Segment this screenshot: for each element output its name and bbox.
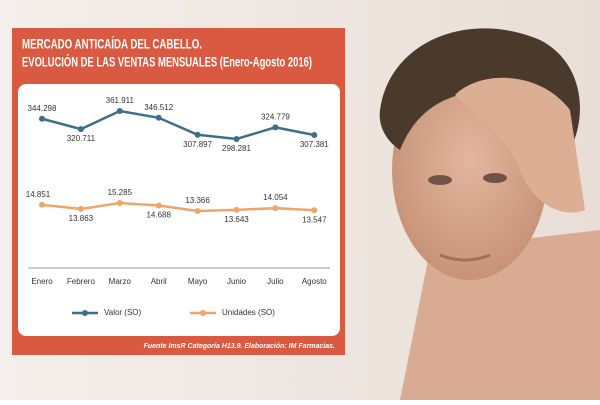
data-label: 324.779 — [261, 112, 290, 121]
data-point — [77, 126, 84, 133]
source-note: Fuente ImsR Categoría H13.9. Elaboración… — [144, 343, 335, 350]
photo-man — [379, 28, 600, 400]
data-label: 307.897 — [183, 140, 212, 149]
x-tick-label: Julio — [267, 277, 284, 286]
data-point — [39, 115, 45, 122]
x-tick-label: Marzo — [109, 277, 132, 286]
series-line — [41, 201, 315, 213]
plot-area — [18, 84, 340, 336]
data-label: 13.643 — [224, 215, 249, 224]
chart-title: MERCADO ANTICAÍDA DEL CABELLO. — [22, 36, 202, 52]
legend-label: Unidades (SO) — [222, 308, 275, 317]
data-label: 15.285 — [108, 188, 133, 197]
data-point — [311, 207, 318, 214]
data-label: 344.298 — [28, 104, 57, 113]
data-point — [311, 131, 318, 138]
data-label: 320.711 — [67, 134, 96, 143]
plot: Enero Febrero Marzo Abril Mayo Junio Julio Agos… — [26, 96, 330, 317]
data-point — [233, 206, 240, 213]
data-point — [77, 205, 84, 212]
data-label: 13.863 — [69, 214, 94, 223]
data-label: 14.054 — [263, 193, 288, 202]
x-tick-label: Abril — [151, 277, 167, 286]
data-point — [272, 124, 279, 131]
data-label: 13.366 — [185, 196, 210, 205]
data-label: 307.381 — [300, 140, 329, 149]
data-point — [155, 202, 162, 209]
data-point — [116, 200, 123, 206]
x-tick-label: Agosto — [302, 277, 327, 286]
data-point — [39, 201, 45, 208]
legend-marker — [82, 310, 88, 316]
chart-subtitle: EVOLUCIÓN DE LAS VENTAS MENSUALES (Enero… — [22, 53, 312, 70]
x-tick-label: Junio — [227, 277, 247, 286]
data-point — [194, 208, 201, 214]
legend-label: Valor (SO) — [104, 308, 142, 317]
x-tick-label: Febrero — [67, 277, 96, 286]
data-label: 14.851 — [26, 190, 51, 199]
legend-marker — [200, 310, 206, 316]
data-label: 13.547 — [302, 215, 327, 224]
x-tick-label: Enero — [31, 277, 53, 286]
data-label: 346.512 — [144, 103, 173, 112]
data-label: 298.281 — [222, 144, 251, 153]
data-point — [233, 136, 240, 142]
data-point — [272, 205, 279, 212]
data-label: 361.911 — [106, 96, 135, 105]
data-label: 14.688 — [146, 211, 171, 220]
data-point — [194, 131, 201, 138]
data-point — [155, 114, 162, 121]
x-tick-label: Mayo — [188, 277, 208, 286]
series-line — [41, 109, 315, 141]
data-point — [116, 108, 123, 114]
